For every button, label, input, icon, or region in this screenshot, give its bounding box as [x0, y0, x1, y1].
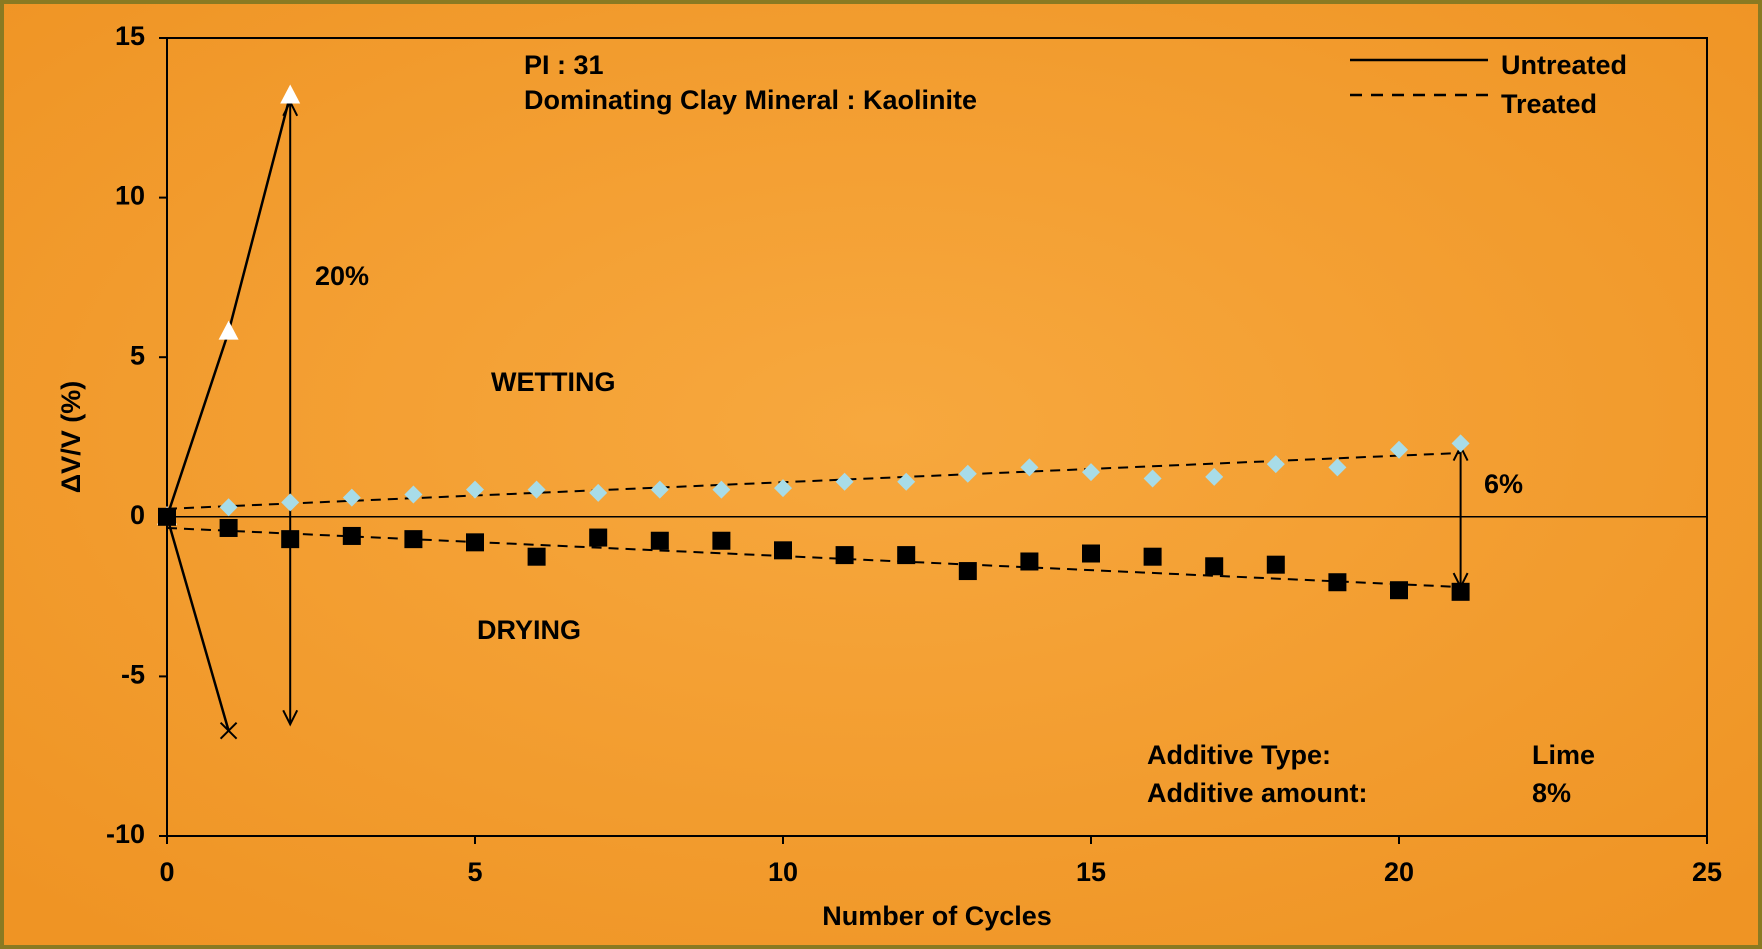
point [342, 488, 361, 507]
point [1328, 573, 1347, 592]
point [1266, 555, 1285, 574]
point [1020, 458, 1039, 477]
point [218, 320, 239, 340]
y-axis-label: ΔV/V (%) [56, 381, 86, 493]
x-tick-label: 20 [1384, 857, 1414, 887]
y-tick-label: 15 [115, 21, 145, 51]
point [897, 546, 916, 565]
point [958, 562, 977, 581]
y-tick-label: 10 [115, 181, 145, 211]
point [774, 541, 792, 560]
point [404, 530, 423, 549]
point [1205, 467, 1224, 486]
annotation: PI : 31 [524, 50, 604, 80]
point [650, 531, 669, 550]
point [1143, 547, 1162, 566]
point [1328, 458, 1347, 477]
point [527, 547, 546, 566]
y-tick-label: -10 [106, 819, 145, 849]
x-tick-label: 5 [467, 857, 482, 887]
x-tick-label: 25 [1692, 857, 1722, 887]
point [219, 498, 238, 517]
x-axis-label: Number of Cycles [822, 901, 1052, 931]
point [158, 507, 176, 526]
point [1390, 581, 1408, 600]
point [281, 530, 300, 549]
point [1082, 463, 1100, 482]
trend-line [166, 526, 1461, 589]
point [527, 480, 546, 499]
point [466, 480, 484, 499]
point [1020, 552, 1039, 571]
x-tick-label: 10 [768, 857, 798, 887]
annotation: Additive Type: [1147, 740, 1331, 770]
point [281, 493, 300, 512]
point [1143, 469, 1162, 488]
point [1082, 544, 1100, 563]
point [342, 526, 361, 545]
point [589, 483, 608, 502]
point [835, 472, 854, 491]
annotation: 8% [1532, 778, 1571, 808]
point [897, 472, 916, 491]
annotation: Additive amount: [1147, 778, 1368, 808]
annotation: Lime [1532, 740, 1595, 770]
point [712, 480, 731, 499]
arrow-label: 20% [315, 261, 369, 291]
point [219, 721, 238, 740]
plot-area [166, 37, 1708, 837]
point [1390, 440, 1408, 459]
point [1205, 557, 1224, 576]
series-line [165, 516, 230, 732]
annotation: DRYING [477, 615, 581, 645]
y-tick-label: -5 [121, 660, 145, 690]
annotation: Dominating Clay Mineral : Kaolinite [524, 85, 977, 115]
y-tick-label: 5 [130, 340, 145, 370]
point [835, 546, 854, 565]
point [1451, 434, 1470, 453]
x-tick-label: 0 [159, 857, 174, 887]
arrow-label: 6% [1484, 469, 1523, 499]
x-tick-label: 15 [1076, 857, 1106, 887]
point [1266, 455, 1285, 474]
point [958, 464, 977, 483]
annotation: WETTING [491, 367, 615, 397]
point [404, 485, 423, 504]
arrow-head [282, 709, 299, 727]
point [219, 518, 238, 537]
point [1451, 582, 1470, 601]
trend-line [166, 451, 1461, 510]
point [712, 531, 731, 550]
legend-label: Untreated [1501, 50, 1627, 80]
point [650, 480, 669, 499]
point [280, 84, 301, 104]
point [466, 533, 484, 552]
point [774, 479, 792, 498]
legend-label: Treated [1501, 89, 1597, 119]
y-tick-label: 0 [130, 500, 145, 530]
point [589, 528, 608, 547]
